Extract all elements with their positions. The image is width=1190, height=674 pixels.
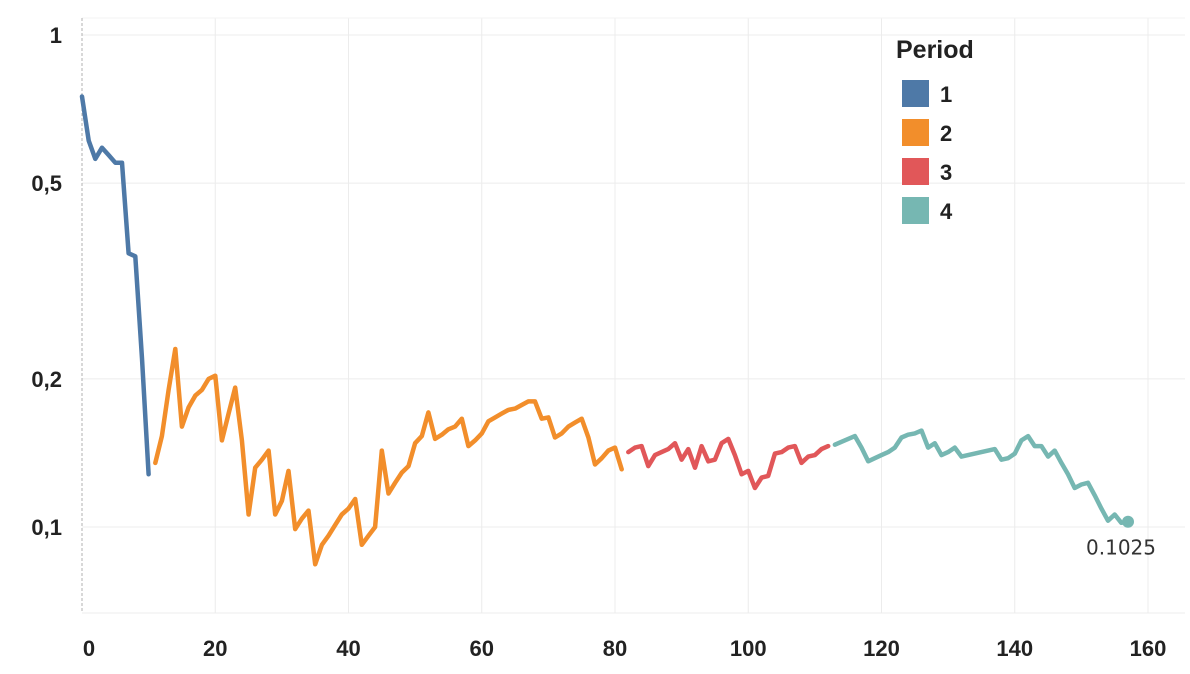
legend-title: Period (896, 36, 974, 64)
series-line-period-4 (832, 428, 1131, 526)
x-tick-label: 40 (336, 636, 360, 661)
x-tick-label: 60 (470, 636, 494, 661)
series-line-period-2 (153, 346, 624, 567)
y-tick-label: 0,1 (31, 515, 62, 540)
legend-items: 1 2 3 4 (902, 80, 953, 224)
legend-label: 4 (940, 199, 953, 224)
legend-swatch (902, 158, 929, 185)
x-axis-ticks: 0 20 40 60 80 100 120 140 160 (83, 636, 1166, 661)
x-tick-label: 160 (1130, 636, 1167, 661)
legend-swatch (902, 197, 929, 224)
gridlines (82, 17, 1185, 614)
x-tick-label: 20 (203, 636, 227, 661)
y-tick-label: 1 (50, 23, 62, 48)
legend-label: 2 (940, 121, 952, 146)
legend: Period 1 2 3 4 (896, 36, 974, 224)
annotations: 0.1025 (1086, 515, 1156, 560)
legend-swatch (902, 119, 929, 146)
y-tick-label: 0,2 (31, 367, 62, 392)
x-tick-label: 120 (863, 636, 900, 661)
series-line-period-1 (79, 94, 151, 477)
series-lines (79, 94, 1131, 567)
x-tick-label: 80 (603, 636, 627, 661)
series-line-period-3 (626, 436, 831, 491)
end-point-marker (1122, 515, 1135, 528)
x-tick-label: 0 (83, 636, 95, 661)
x-tick-label: 140 (996, 636, 1033, 661)
legend-label: 3 (940, 160, 952, 185)
end-value-label: 0.1025 (1086, 536, 1156, 560)
x-tick-label: 100 (730, 636, 767, 661)
y-tick-label: 0,5 (31, 171, 62, 196)
legend-swatch (902, 80, 929, 107)
y-axis-ticks: 0,1 0,2 0,5 1 (31, 23, 62, 540)
legend-label: 1 (940, 82, 952, 107)
